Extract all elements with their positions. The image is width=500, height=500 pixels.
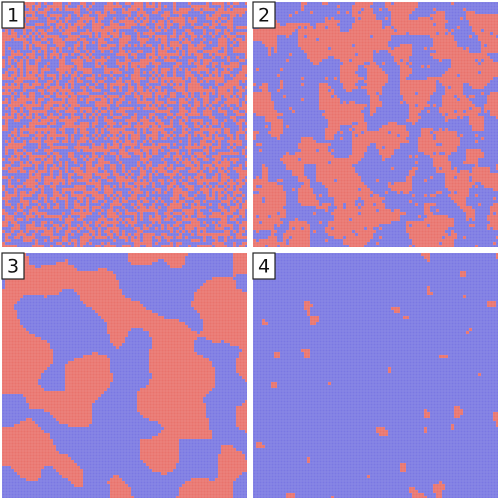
cell-grid [253,2,498,247]
panel-label: 1 [7,5,19,27]
label-box [252,1,276,29]
cell-grid [2,2,247,247]
panel: 4 [252,252,498,498]
label-box [1,252,25,280]
panel-label: 4 [258,256,270,278]
panel-label: 2 [258,5,270,27]
label-box [252,252,276,280]
panel: 2 [252,1,498,247]
cell-grid [253,253,498,498]
panel-label: 3 [7,256,19,278]
panel: 3 [1,252,247,498]
cell-grid [2,253,247,498]
label-box [1,1,25,29]
panel: 1 [1,1,247,247]
